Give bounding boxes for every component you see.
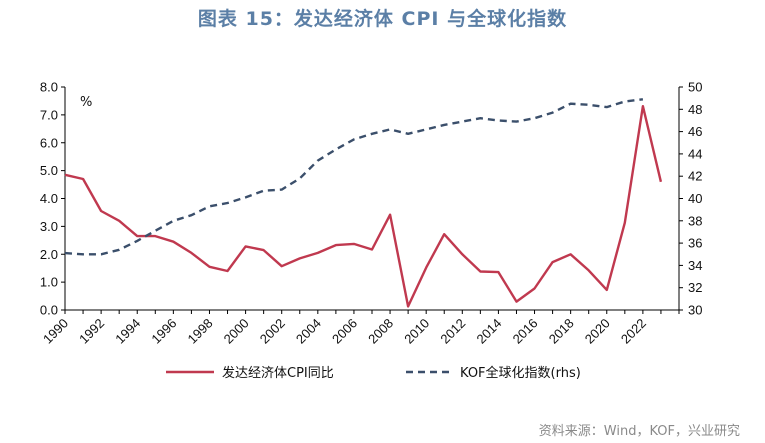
y2-tick-label: 50 <box>688 80 702 95</box>
y2-tick-label: 44 <box>688 146 702 161</box>
legend-label-kof: KOF全球化指数(rhs) <box>460 365 581 381</box>
x-tick-label: 2002 <box>257 316 288 347</box>
y2-tick-label: 30 <box>688 303 702 318</box>
y2-tick-label: 36 <box>688 236 702 251</box>
x-tick-label: 1990 <box>40 316 71 347</box>
x-tick-label: 1992 <box>76 316 107 347</box>
x-tick-label: 2000 <box>221 316 252 347</box>
y-tick-label: 6.0 <box>40 135 58 150</box>
legend-label-cpi: 发达经济体CPI同比 <box>222 365 334 381</box>
y-tick-label: 1.0 <box>40 275 58 290</box>
x-tick-label: 2008 <box>365 316 396 347</box>
x-tick-label: 2006 <box>329 316 360 347</box>
y2-tick-label: 48 <box>688 102 702 117</box>
y2-tick-label: 32 <box>688 280 702 295</box>
y2-tick-label: 34 <box>688 258 702 273</box>
y2-tick-label: 38 <box>688 213 702 228</box>
x-tick-label: 1996 <box>148 316 179 347</box>
x-tick-label: 2010 <box>401 316 432 347</box>
x-tick-label: 2014 <box>473 316 504 347</box>
y-tick-label: 5.0 <box>40 163 58 178</box>
x-tick-label: 2022 <box>618 316 649 347</box>
y-tick-label: 3.0 <box>40 219 58 234</box>
cpi-line <box>64 104 663 308</box>
y2-tick-label: 40 <box>688 191 702 206</box>
y2-tick-label: 42 <box>688 169 702 184</box>
x-tick-label: 2016 <box>510 316 541 347</box>
x-tick-label: 1994 <box>112 316 143 347</box>
x-tick-label: 2012 <box>437 316 468 347</box>
y-tick-label: 7.0 <box>40 107 58 122</box>
y-tick-label: 4.0 <box>40 191 58 206</box>
x-tick-label: 2020 <box>582 316 613 347</box>
kof-index-line <box>64 98 644 256</box>
x-tick-label: 2004 <box>293 316 324 347</box>
y-tick-label: 0.0 <box>40 303 58 318</box>
y-unit-label: % <box>80 95 92 110</box>
x-tick-label: 2018 <box>546 316 577 347</box>
chart-title: 图表 15：发达经济体 CPI 与全球化指数 <box>197 8 568 30</box>
x-tick-label: 1998 <box>185 316 216 347</box>
source-note: 资料来源：Wind，KOF，兴业研究 <box>538 424 740 439</box>
y-tick-label: 8.0 <box>40 80 58 95</box>
y2-tick-label: 46 <box>688 124 702 139</box>
y-tick-label: 2.0 <box>40 247 58 262</box>
